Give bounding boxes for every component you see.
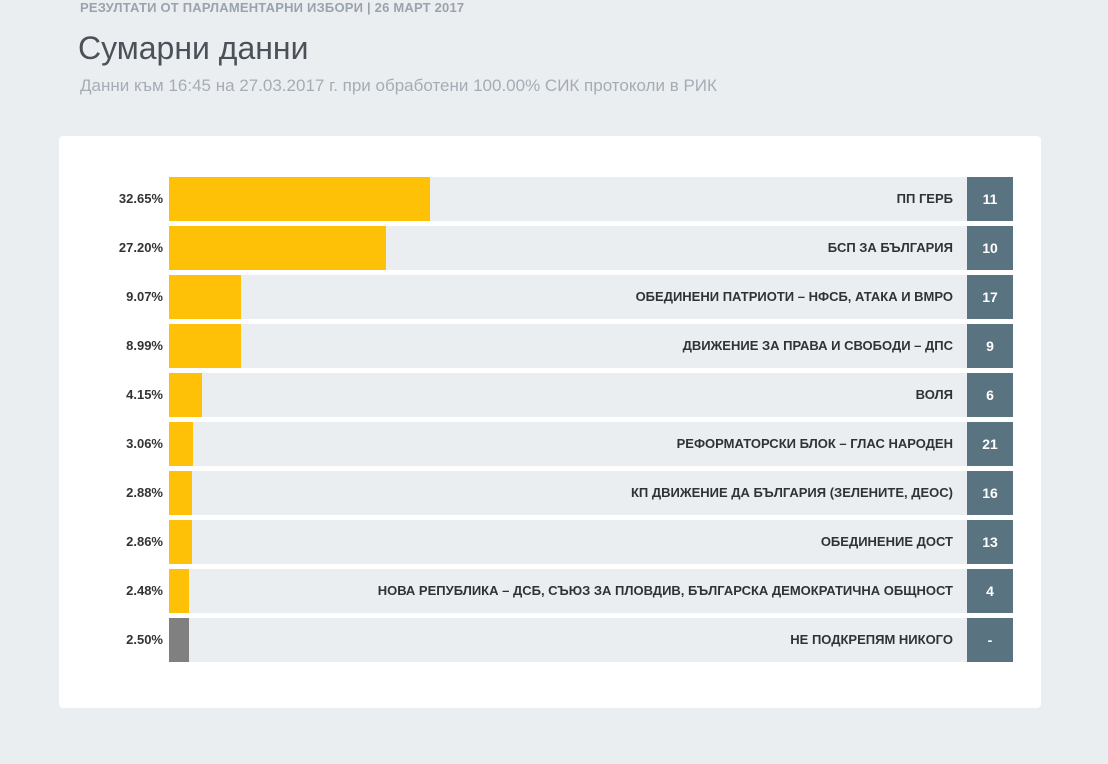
percent-label: 3.06% <box>126 436 163 451</box>
result-row: 8.99% ДВИЖЕНИЕ ЗА ПРАВА И СВОБОДИ – ДПС 9 <box>59 324 1041 368</box>
party-name: ОБЕДИНЕНИ ПАТРИОТИ – НФСБ, АТАКА И ВМРО <box>635 289 953 304</box>
percent-label: 2.86% <box>126 534 163 549</box>
bar-fill <box>169 177 430 221</box>
number-badge: 13 <box>967 520 1013 564</box>
bar-track: НЕ ПОДКРЕПЯМ НИКОГО <box>169 618 967 662</box>
number-badge: 16 <box>967 471 1013 515</box>
result-row: 32.65% ПП ГЕРБ 11 <box>59 177 1041 221</box>
percent-label: 8.99% <box>126 338 163 353</box>
number-badge: 21 <box>967 422 1013 466</box>
result-row: 9.07% ОБЕДИНЕНИ ПАТРИОТИ – НФСБ, АТАКА И … <box>59 275 1041 319</box>
bar-fill <box>169 618 189 662</box>
number-badge: 10 <box>967 226 1013 270</box>
number-badge: 11 <box>967 177 1013 221</box>
percent-label: 9.07% <box>126 289 163 304</box>
breadcrumb: РЕЗУЛТАТИ ОТ ПАРЛАМЕНТАРНИ ИЗБОРИ | 26 М… <box>80 0 465 15</box>
percent-label: 4.15% <box>126 387 163 402</box>
bar-fill <box>169 324 241 368</box>
page-title: Сумарни данни <box>78 30 309 66</box>
bar-track: НОВА РЕПУБЛИКА – ДСБ, СЪЮЗ ЗА ПЛОВДИВ, Б… <box>169 569 967 613</box>
percent-label: 32.65% <box>118 191 163 206</box>
result-row: 2.88% КП ДВИЖЕНИЕ ДА БЪЛГАРИЯ (ЗЕЛЕНИТЕ, … <box>59 471 1041 515</box>
party-name: ОБЕДИНЕНИЕ ДОСТ <box>820 534 953 549</box>
percent-label: 2.48% <box>126 583 163 598</box>
party-name: ВОЛЯ <box>915 387 953 402</box>
result-row: 27.20% БСП ЗА БЪЛГАРИЯ 10 <box>59 226 1041 270</box>
bar-fill <box>169 520 192 564</box>
bar-fill <box>169 569 189 613</box>
bar-fill <box>169 422 193 466</box>
bar-fill <box>169 226 386 270</box>
bar-track: ОБЕДИНЕНИЕ ДОСТ <box>169 520 967 564</box>
number-badge: - <box>967 618 1013 662</box>
bar-track: ДВИЖЕНИЕ ЗА ПРАВА И СВОБОДИ – ДПС <box>169 324 967 368</box>
party-name: КП ДВИЖЕНИЕ ДА БЪЛГАРИЯ (ЗЕЛЕНИТЕ, ДЕОС) <box>630 485 953 500</box>
party-name: НОВА РЕПУБЛИКА – ДСБ, СЪЮЗ ЗА ПЛОВДИВ, Б… <box>377 583 953 598</box>
bar-track: РЕФОРМАТОРСКИ БЛОК – ГЛАС НАРОДЕН <box>169 422 967 466</box>
result-row: 2.50% НЕ ПОДКРЕПЯМ НИКОГО - <box>59 618 1041 662</box>
number-badge: 4 <box>967 569 1013 613</box>
number-badge: 6 <box>967 373 1013 417</box>
page-subtitle: Данни към 16:45 на 27.03.2017 г. при обр… <box>80 76 717 95</box>
result-row: 4.15% ВОЛЯ 6 <box>59 373 1041 417</box>
results-card: 32.65% ПП ГЕРБ 11 27.20% БСП ЗА БЪЛГАРИЯ 10 9.… <box>59 136 1041 708</box>
bar-track: КП ДВИЖЕНИЕ ДА БЪЛГАРИЯ (ЗЕЛЕНИТЕ, ДЕОС) <box>169 471 967 515</box>
bar-fill <box>169 471 192 515</box>
bar-track: ОБЕДИНЕНИ ПАТРИОТИ – НФСБ, АТАКА И ВМРО <box>169 275 967 319</box>
party-name: БСП ЗА БЪЛГАРИЯ <box>827 240 953 255</box>
result-row: 3.06% РЕФОРМАТОРСКИ БЛОК – ГЛАС НАРОДЕН 21 <box>59 422 1041 466</box>
bar-track: БСП ЗА БЪЛГАРИЯ <box>169 226 967 270</box>
bar-fill <box>169 373 202 417</box>
result-row: 2.86% ОБЕДИНЕНИЕ ДОСТ 13 <box>59 520 1041 564</box>
party-name: ДВИЖЕНИЕ ЗА ПРАВА И СВОБОДИ – ДПС <box>682 338 953 353</box>
result-row: 2.48% НОВА РЕПУБЛИКА – ДСБ, СЪЮЗ ЗА ПЛОВД… <box>59 569 1041 613</box>
number-badge: 17 <box>967 275 1013 319</box>
party-name: РЕФОРМАТОРСКИ БЛОК – ГЛАС НАРОДЕН <box>676 436 953 451</box>
bar-track: ВОЛЯ <box>169 373 967 417</box>
party-name: НЕ ПОДКРЕПЯМ НИКОГО <box>790 632 953 647</box>
percent-label: 2.88% <box>126 485 163 500</box>
party-name: ПП ГЕРБ <box>896 191 953 206</box>
number-badge: 9 <box>967 324 1013 368</box>
bar-fill <box>169 275 241 319</box>
bar-track: ПП ГЕРБ <box>169 177 967 221</box>
percent-label: 27.20% <box>118 240 163 255</box>
percent-label: 2.50% <box>126 632 163 647</box>
